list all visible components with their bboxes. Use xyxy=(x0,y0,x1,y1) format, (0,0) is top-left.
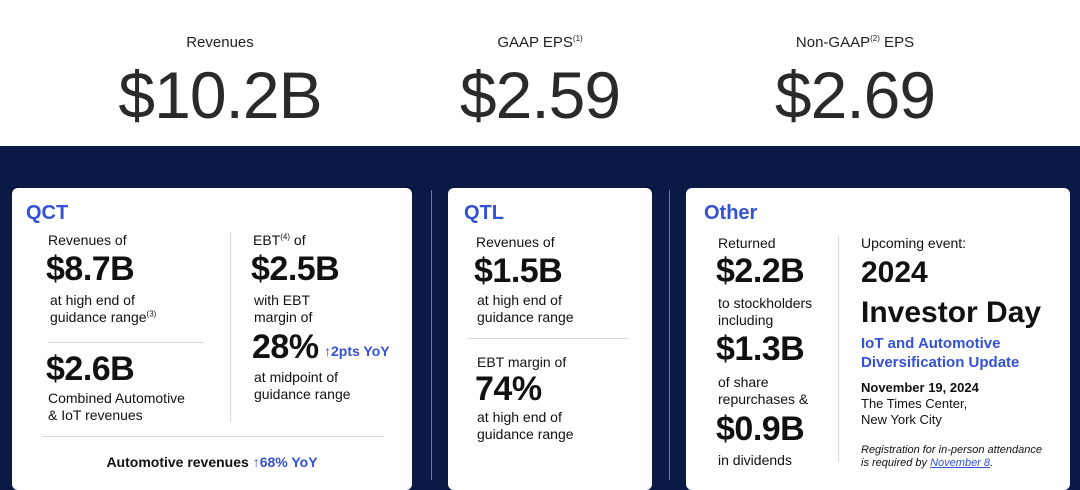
metric-value: $2.59 xyxy=(459,58,621,132)
metric-label: GAAP EPS(1) xyxy=(497,34,583,51)
qct-margin-note: at midpoint of xyxy=(254,369,339,385)
qtl-revenues-label: Revenues of xyxy=(476,234,555,250)
qct-auto-iot-note: Combined Automotive xyxy=(48,390,185,406)
event-subtitle: IoT and Automotive xyxy=(861,335,1001,352)
metric-value: $10.2B xyxy=(118,58,322,132)
qtl-card: QTL Revenues of $1.5B at high end of gui… xyxy=(448,188,652,490)
qct-auto-iot-value: $2.6B xyxy=(46,350,135,388)
divider xyxy=(468,338,628,339)
headline-metrics: Revenues $10.2B GAAP EPS(1) $2.59 Non-GA… xyxy=(0,0,1080,146)
divider xyxy=(230,232,231,422)
qct-card: QCT Revenues of $8.7B at high end of gui… xyxy=(12,188,412,490)
registration-note: is required by November 8. xyxy=(861,457,994,469)
returned-note: including xyxy=(718,312,774,328)
qct-footer: Automotive revenues ↑68% YoY xyxy=(106,454,318,470)
qct-revenues-label: Revenues of xyxy=(48,232,127,248)
repurchase-value: $1.3B xyxy=(716,330,805,368)
returned-value: $2.2B xyxy=(716,252,805,290)
qtl-title: QTL xyxy=(464,202,504,224)
automotive-change: ↑68% YoY xyxy=(252,454,318,470)
qct-revenues-value: $8.7B xyxy=(46,250,135,288)
revenues-metric: Revenues $10.2B xyxy=(100,34,340,133)
event-label: Upcoming event: xyxy=(861,235,967,251)
returned-label: Returned xyxy=(718,235,776,251)
registration-note: Registration for in-person attendance xyxy=(861,444,1042,456)
dividend-note: in dividends xyxy=(718,452,792,468)
qtl-ebt-note: guidance range xyxy=(477,426,574,442)
qct-margin-value: 28% xyxy=(252,328,319,366)
event-title: Investor Day xyxy=(861,296,1042,329)
other-card: Other Returned $2.2B to stockholders inc… xyxy=(686,188,1070,490)
metric-label: Revenues xyxy=(186,34,254,51)
qct-ebt-note: with EBT xyxy=(254,292,311,308)
divider xyxy=(48,342,204,343)
qct-title: QCT xyxy=(26,202,69,224)
section-divider xyxy=(669,190,670,480)
qct-margin-note: guidance range xyxy=(254,386,351,402)
event-subtitle: Diversification Update xyxy=(861,354,1020,371)
event-title: 2024 xyxy=(861,256,928,289)
qtl-revenues-note: at high end of xyxy=(477,292,562,308)
qtl-ebt-value: 74% xyxy=(475,370,542,408)
qtl-revenues-note: guidance range xyxy=(477,309,574,325)
gaap-eps-metric: GAAP EPS(1) $2.59 xyxy=(420,34,660,133)
qtl-ebt-label: EBT margin of xyxy=(477,354,567,370)
qct-ebt-note: margin of xyxy=(254,309,313,325)
metric-label: Non-GAAP(2) EPS xyxy=(795,34,915,51)
returned-note: to stockholders xyxy=(718,295,813,311)
event-date: November 19, 2024 xyxy=(861,380,979,395)
qtl-revenues-value: $1.5B xyxy=(474,252,563,290)
dividend-value: $0.9B xyxy=(716,410,805,448)
divider xyxy=(42,436,384,437)
qct-revenues-note: at high end of xyxy=(50,292,135,308)
metric-value: $2.69 xyxy=(774,58,936,132)
divider xyxy=(838,236,839,462)
qct-revenues-note: guidance range(3) xyxy=(50,309,157,325)
qtl-ebt-note: at high end of xyxy=(477,409,562,425)
non-gaap-eps-metric: Non-GAAP(2) EPS $2.69 xyxy=(735,34,975,133)
other-title: Other xyxy=(704,202,758,224)
event-venue: New York City xyxy=(861,412,942,427)
qct-margin-change: ↑2pts YoY xyxy=(324,343,390,359)
registration-deadline-link[interactable]: November 8 xyxy=(930,457,991,469)
section-divider xyxy=(431,190,432,480)
repurchase-note: of share xyxy=(718,374,769,390)
event-venue: The Times Center, xyxy=(861,396,968,411)
qct-auto-iot-note: & IoT revenues xyxy=(48,407,143,423)
qct-ebt-label: EBT(4) of xyxy=(253,232,306,248)
qct-ebt-value: $2.5B xyxy=(251,250,340,288)
repurchase-note: repurchases & xyxy=(718,391,809,407)
